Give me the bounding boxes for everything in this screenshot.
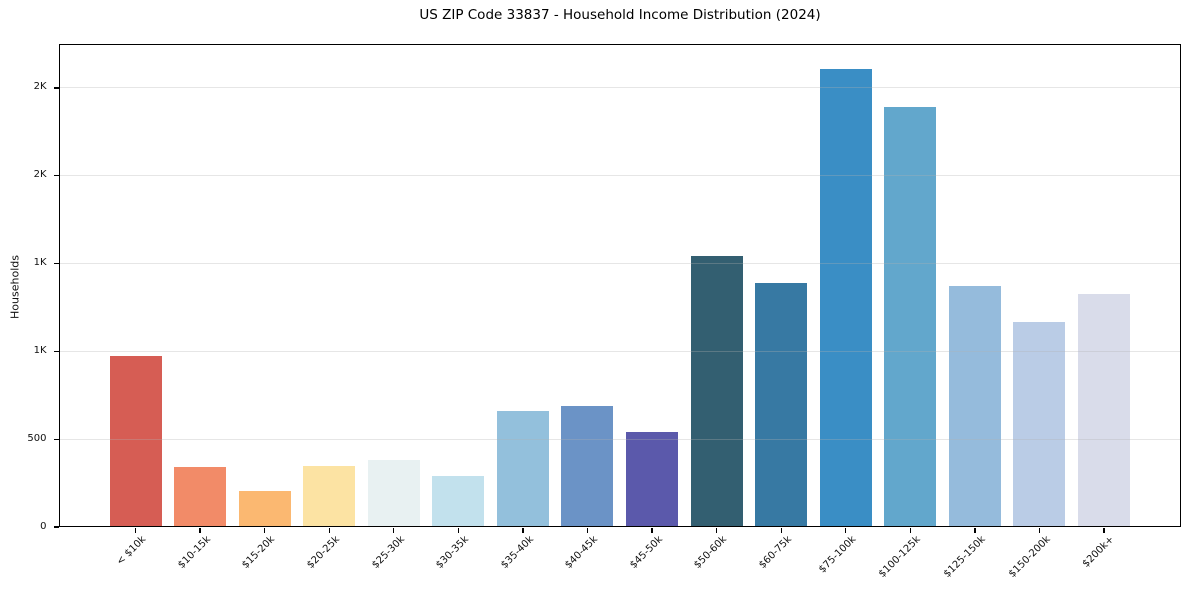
bar: [303, 466, 356, 527]
y-tick-label: 500: [27, 432, 47, 444]
plot-area: [59, 44, 1181, 527]
y-tick-label: 1K: [33, 344, 47, 356]
gridline: [59, 175, 1181, 177]
chart-title: US ZIP Code 33837 - Household Income Dis…: [419, 7, 821, 23]
x-tick-mark: [393, 527, 395, 533]
y-tick-label: 2K: [33, 169, 47, 181]
bar: [1013, 322, 1066, 527]
y-tick-label: 0: [40, 520, 47, 532]
gridline: [59, 438, 1181, 440]
bar: [690, 255, 743, 527]
x-tick-label: $35-40k: [498, 534, 536, 571]
gridline: [59, 263, 1181, 265]
x-tick-label: $25-30k: [369, 534, 407, 571]
x-tick-mark: [651, 527, 653, 533]
x-tick-mark: [522, 527, 524, 533]
bar: [884, 107, 937, 527]
y-tick-label: 2K: [33, 81, 47, 93]
bar: [432, 476, 485, 527]
x-tick-label: $10-15k: [175, 534, 213, 571]
x-tick-label: $125-150k: [941, 534, 988, 580]
bar: [109, 355, 162, 527]
x-tick-label: $200k+: [1080, 534, 1117, 570]
y-tick-mark: [53, 87, 59, 89]
y-tick-mark: [53, 350, 59, 352]
x-tick-label: $15-20k: [240, 534, 278, 571]
x-tick-mark: [909, 527, 911, 533]
x-tick-label: $50-60k: [692, 534, 730, 571]
bar: [755, 282, 808, 527]
bar: [1078, 294, 1130, 527]
bar: [626, 432, 679, 527]
x-tick-mark: [1038, 527, 1041, 533]
bars-layer: [59, 44, 1181, 527]
x-tick-mark: [134, 527, 137, 533]
y-tick-mark: [53, 438, 59, 440]
x-tick-mark: [457, 527, 459, 533]
x-tick-label: $75-100k: [817, 534, 859, 576]
x-tick-label: $20-25k: [305, 534, 342, 571]
x-tick-mark: [263, 527, 266, 533]
x-tick-label: $100-125k: [877, 534, 924, 580]
x-tick-label: < $10k: [114, 534, 149, 568]
bar: [174, 467, 227, 527]
y-tick-mark: [53, 175, 59, 177]
x-tick-mark: [845, 527, 847, 533]
y-tick-mark: [53, 526, 59, 528]
bar: [238, 491, 291, 527]
bar: [819, 68, 872, 527]
x-tick-mark: [715, 527, 718, 533]
x-tick-label: $45-50k: [627, 534, 665, 571]
y-tick-mark: [53, 262, 59, 265]
x-tick-mark: [780, 527, 782, 533]
x-tick-mark: [974, 527, 976, 533]
x-tick-label: $150-200k: [1006, 534, 1053, 580]
x-tick-mark: [328, 527, 330, 533]
gridline: [59, 350, 1181, 352]
x-tick-mark: [199, 527, 201, 533]
bar: [496, 411, 549, 527]
x-tick-mark: [1103, 527, 1105, 533]
bar: [561, 405, 614, 527]
gridline: [59, 87, 1181, 89]
bar: [367, 460, 420, 527]
x-tick-label: $60-75k: [757, 534, 794, 571]
x-tick-label: $40-45k: [563, 534, 601, 571]
x-tick-mark: [586, 527, 589, 533]
bar: [948, 285, 1001, 527]
x-tick-label: $30-35k: [434, 534, 472, 571]
y-tick-label: 1K: [33, 257, 47, 269]
